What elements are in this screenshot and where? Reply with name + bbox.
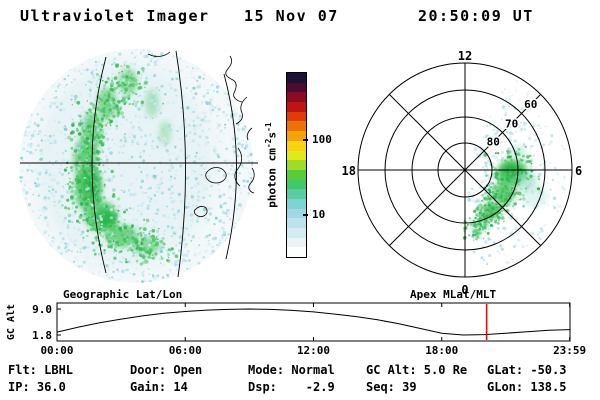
colorbar-tick-label-10: 10 bbox=[312, 208, 326, 221]
colorbar-unit-base1: photon cm bbox=[265, 148, 279, 208]
mlt-label-6: 6 bbox=[575, 164, 582, 178]
status-gain: Gain: 14 bbox=[130, 380, 188, 394]
colorbar-swatch bbox=[287, 140, 306, 151]
colorbar-swatch bbox=[287, 169, 306, 180]
colorbar-swatch bbox=[287, 218, 306, 228]
time-label: 20:50:09 UT bbox=[418, 7, 534, 25]
status-door: Door: Open bbox=[130, 363, 203, 377]
earth-uv-image bbox=[19, 49, 253, 283]
mlat-ring-label-60: 60 bbox=[524, 98, 537, 111]
status-mode: Mode: Normal bbox=[248, 363, 335, 377]
alt-xtick-18:00: 18:00 bbox=[425, 344, 458, 357]
colorbar-unit-label: photon cm-2s-1 bbox=[264, 100, 279, 230]
apex-caption: Apex MLat/MLT bbox=[410, 288, 497, 301]
app-title: Ultraviolet Imager bbox=[20, 7, 210, 25]
colorbar-swatch bbox=[287, 73, 306, 83]
colorbar-swatch bbox=[287, 92, 306, 103]
colorbar-swatch bbox=[287, 150, 306, 161]
alt-xtick-12:00: 12:00 bbox=[297, 344, 330, 357]
colorbar-swatch bbox=[287, 131, 306, 141]
colorbar-swatch bbox=[287, 198, 306, 209]
colorbar-unit-sup1: -2 bbox=[264, 138, 273, 149]
alt-xtick-23:59: 23:59 bbox=[553, 344, 586, 357]
colorbar-tick-label-100: 100 bbox=[312, 133, 332, 146]
status-glat: GLat: -50.3 bbox=[487, 363, 567, 377]
colorbar bbox=[286, 72, 307, 258]
colorbar-swatch bbox=[287, 189, 306, 199]
apex-uv-image bbox=[462, 80, 567, 266]
date-label: 15 Nov 07 bbox=[244, 7, 339, 25]
mlt-label-12: 12 bbox=[458, 49, 472, 63]
alt-xtick-06:00: 06:00 bbox=[169, 344, 202, 357]
geographic-grid bbox=[20, 50, 258, 278]
colorbar-swatch bbox=[287, 247, 306, 258]
status-flt: Flt: LBHL bbox=[8, 363, 74, 377]
colorbar-swatch bbox=[287, 160, 306, 170]
geographic-image-panel bbox=[19, 49, 258, 283]
mlat-ring-label-80: 80 bbox=[487, 136, 500, 149]
colorbar-swatch bbox=[287, 121, 306, 132]
altitude-strip-chart: 9.0 1.8 00:00 06:00 12:00 18:00 23:59 GC Alt bbox=[6, 302, 586, 357]
colorbar-unit-sup2: -1 bbox=[264, 122, 273, 132]
altitude-curve bbox=[56, 308, 571, 336]
colorbar-swatch bbox=[287, 179, 306, 190]
colorbar-swatch bbox=[287, 111, 306, 122]
geographic-caption: Geographic Lat/Lon bbox=[63, 288, 183, 301]
mlt-label-18: 18 bbox=[342, 164, 356, 178]
colorbar-swatch bbox=[287, 228, 306, 238]
coastlines bbox=[147, 51, 255, 218]
polar-grid bbox=[357, 62, 573, 278]
colorbar-swatch bbox=[287, 82, 306, 93]
alt-ytick-9.0: 9.0 bbox=[32, 303, 52, 316]
status-seq: Seq: 39 bbox=[366, 380, 417, 394]
status-glon: GLon: 138.5 bbox=[487, 380, 567, 394]
colorbar-swatch bbox=[287, 102, 306, 112]
colorbar-unit-base2: s bbox=[265, 131, 279, 139]
status-gc-alt: GC Alt: 5.0 Re bbox=[366, 363, 468, 377]
mlt-label-0: 0 bbox=[461, 283, 468, 297]
colorbar-swatch bbox=[287, 208, 306, 219]
status-ip: IP: 36.0 bbox=[8, 380, 66, 394]
alt-xtick-00:00: 00:00 bbox=[40, 344, 73, 357]
alt-ylabel: GC Alt bbox=[6, 304, 17, 340]
colorbar-tick-10 bbox=[303, 214, 308, 216]
colorbar-tick-100 bbox=[303, 139, 308, 141]
status-dsp: Dsp: -2.9 bbox=[248, 380, 335, 394]
mlat-ring-label-70: 70 bbox=[505, 117, 518, 130]
altitude-plot-frame bbox=[56, 302, 571, 342]
colorbar-swatch bbox=[287, 237, 306, 248]
alt-ytick-1.8: 1.8 bbox=[32, 329, 52, 342]
